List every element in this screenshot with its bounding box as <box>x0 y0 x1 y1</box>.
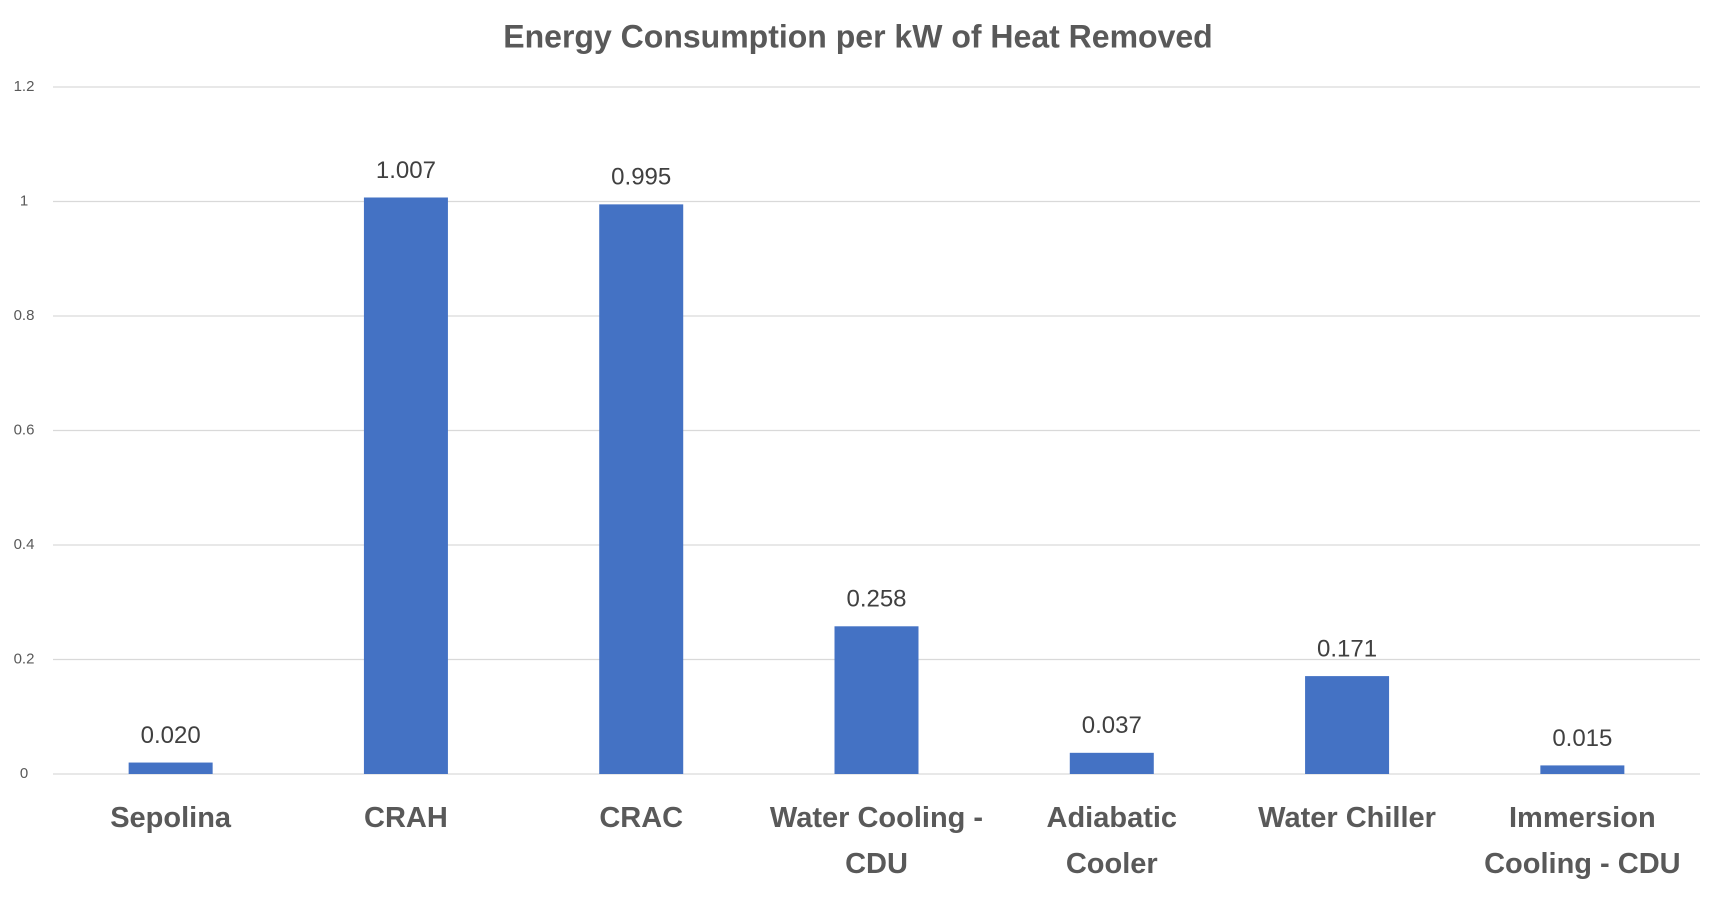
x-tick-label: Immersion Cooling - CDU <box>1484 802 1681 880</box>
x-tick-label: CRAH <box>364 802 448 834</box>
y-tick-label: 1 <box>20 192 28 209</box>
x-tick-label: CRAC <box>599 802 684 834</box>
y-tick-label: 1.2 <box>14 78 35 95</box>
chart-title: Energy Consumption per kW of Heat Remove… <box>503 18 1212 54</box>
bar <box>363 197 448 774</box>
y-tick-label: 0.2 <box>14 650 35 667</box>
data-label: 0.258 <box>846 586 906 613</box>
data-label: 0.015 <box>1552 725 1612 752</box>
y-tick-label: 0 <box>20 765 28 782</box>
bar <box>1069 752 1154 774</box>
data-label: 1.007 <box>376 157 436 184</box>
x-tick-label: Water Chiller <box>1258 802 1436 834</box>
bar <box>1540 765 1625 774</box>
x-tick-label: Water Cooling - CDU <box>769 802 984 880</box>
data-label: 0.171 <box>1317 635 1377 662</box>
data-label: 0.020 <box>141 722 201 749</box>
bar <box>599 204 684 775</box>
data-label: 0.995 <box>611 164 671 191</box>
bar <box>1305 676 1390 774</box>
bar <box>834 626 919 774</box>
x-tick-label: Sepolina <box>110 802 232 834</box>
y-tick-label: 0.6 <box>14 421 35 438</box>
x-tick-label: Adiabatic Cooler <box>1046 802 1178 880</box>
y-tick-label: 0.8 <box>14 307 35 324</box>
y-tick-label: 0.4 <box>14 536 35 553</box>
bar <box>128 762 213 774</box>
data-label: 0.037 <box>1082 712 1142 739</box>
